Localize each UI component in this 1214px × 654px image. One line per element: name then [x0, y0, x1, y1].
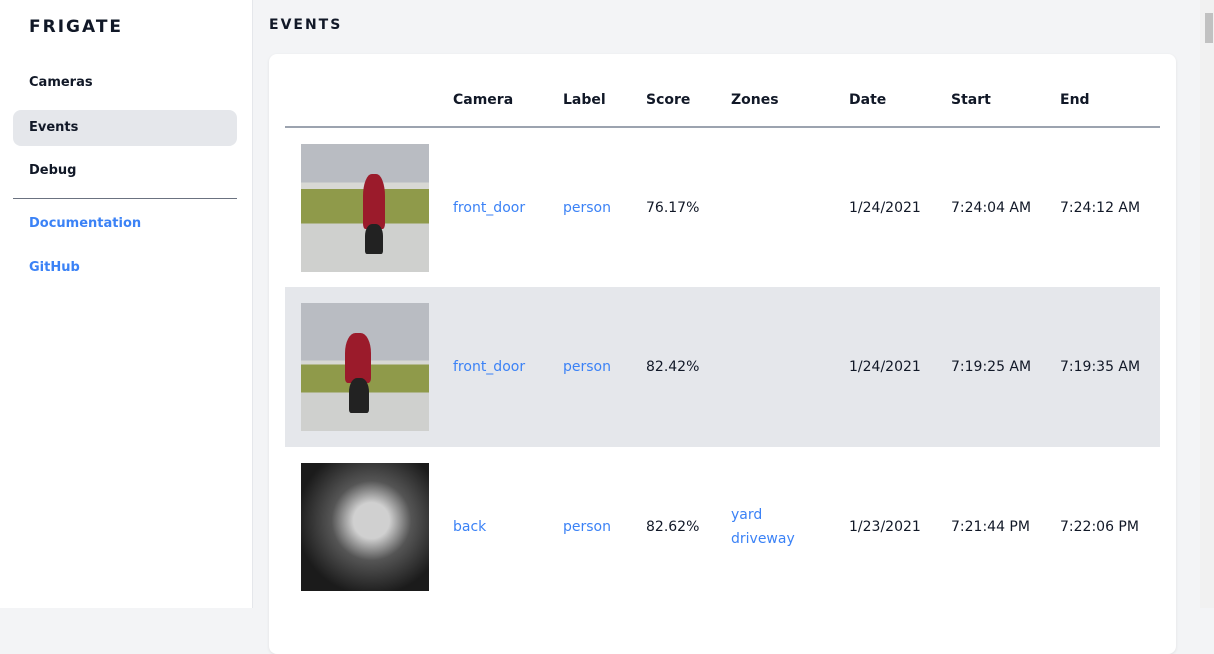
header-end: End: [1052, 74, 1160, 128]
start-time: 7:21:44 PM: [951, 519, 1030, 535]
camera-link[interactable]: back: [453, 519, 487, 535]
table-row[interactable]: front_door person 82.42% 1/24/2021 7:19:…: [285, 287, 1160, 447]
event-thumbnail[interactable]: [301, 463, 429, 591]
event-thumbnail[interactable]: [301, 303, 429, 431]
end-time: 7:24:12 AM: [1060, 199, 1141, 216]
zones: [723, 127, 841, 287]
header-date: Date: [841, 74, 943, 128]
sidebar-item-events[interactable]: Events: [13, 110, 237, 146]
zones: [723, 287, 841, 447]
end-time: 7:22:06 PM: [1060, 519, 1139, 535]
sidebar-item-debug[interactable]: Debug: [29, 163, 77, 178]
sidebar-divider: [13, 198, 237, 199]
label-link[interactable]: person: [563, 199, 611, 216]
brand-logo: FRIGATE: [29, 17, 124, 37]
scrollbar[interactable]: [1200, 0, 1214, 608]
zone-link[interactable]: driveway: [731, 531, 795, 547]
score: 82.62%: [646, 519, 700, 535]
sidebar: FRIGATE Cameras Events Debug Documentati…: [0, 0, 253, 608]
date: 1/24/2021: [849, 199, 921, 216]
start-time: 7:24:04 AM: [951, 199, 1032, 216]
scrollbar-thumb[interactable]: [1205, 13, 1213, 43]
zone-link[interactable]: yard: [731, 507, 763, 523]
start-time: 7:19:25 AM: [943, 287, 1052, 447]
zones: yard driveway: [723, 447, 841, 607]
page-title: EVENTS: [269, 17, 343, 33]
date: 1/24/2021: [841, 287, 943, 447]
header-label: Label: [555, 74, 638, 128]
score: 82.42%: [638, 287, 723, 447]
header-camera: Camera: [445, 74, 555, 128]
sidebar-item-cameras[interactable]: Cameras: [29, 75, 93, 90]
main-content: EVENTS Camera Label Score Zones Date Sta…: [254, 0, 1200, 654]
link-github[interactable]: GitHub: [29, 260, 80, 275]
event-thumbnail[interactable]: [301, 143, 429, 272]
label-link[interactable]: person: [555, 287, 638, 447]
header-start: Start: [943, 74, 1052, 128]
header-thumbnail: [285, 74, 445, 128]
table-row[interactable]: front_door person 76.17% 1/24/2021 7:24:…: [285, 127, 1160, 287]
events-card: Camera Label Score Zones Date Start End …: [269, 54, 1176, 654]
header-zones: Zones: [723, 74, 841, 128]
camera-link[interactable]: front_door: [453, 199, 526, 216]
table-header: Camera Label Score Zones Date Start End: [285, 74, 1160, 128]
header-score: Score: [638, 74, 723, 128]
table-row[interactable]: back person 82.62% yard driveway 1/23/20…: [285, 447, 1160, 607]
label-link[interactable]: person: [563, 519, 611, 535]
link-documentation[interactable]: Documentation: [29, 216, 142, 231]
date: 1/23/2021: [849, 519, 921, 535]
events-table: Camera Label Score Zones Date Start End …: [285, 74, 1160, 607]
score: 76.17%: [646, 199, 700, 216]
end-time: 7:19:35 AM: [1052, 287, 1160, 447]
camera-link[interactable]: front_door: [445, 287, 555, 447]
